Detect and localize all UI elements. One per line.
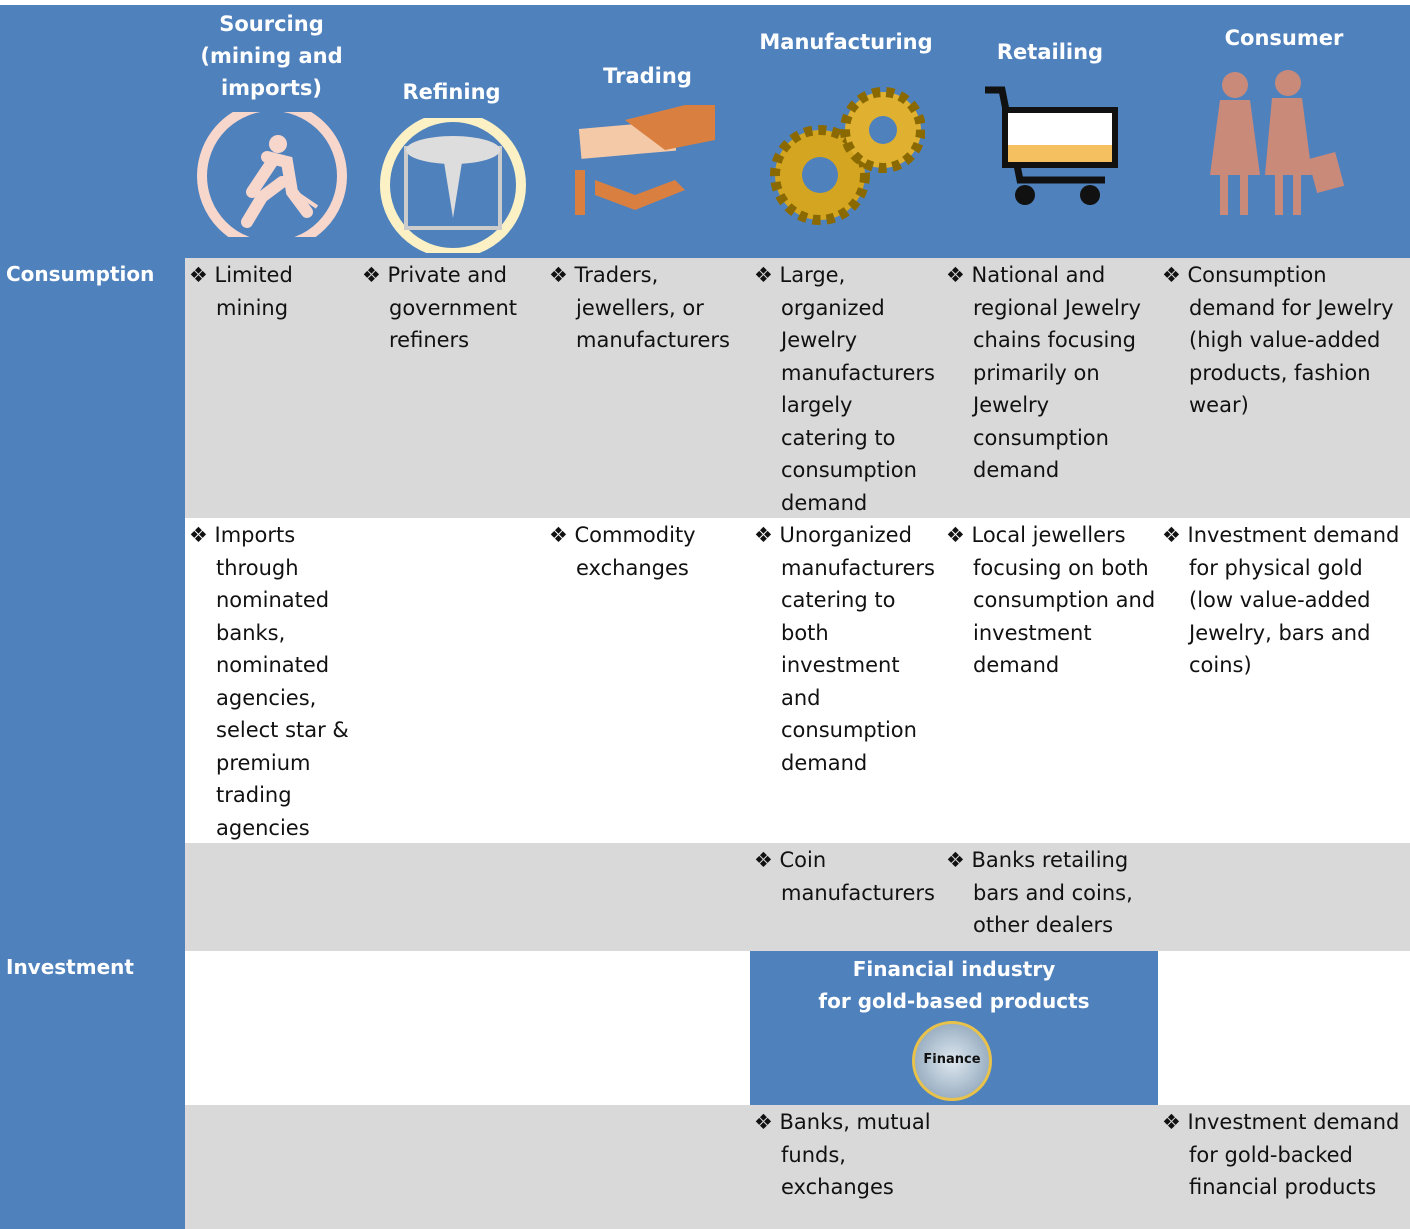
column-header: Sourcing (mining and imports) xyxy=(200,12,343,100)
row-label: Investment xyxy=(6,955,134,979)
table-cell: ❖ Limited mining xyxy=(189,263,293,320)
row-background xyxy=(185,258,1410,518)
table-cell: ❖ Commodity exchanges xyxy=(549,523,696,580)
consumer-icon xyxy=(1210,70,1345,215)
table-cell: ❖ Traders, jewellers, or manufacturers xyxy=(549,263,730,352)
trading-icon xyxy=(575,105,715,215)
table-cell: ❖ Local jewellers focusing on both consu… xyxy=(946,523,1156,677)
column-header: Consumer xyxy=(1224,26,1344,50)
table-cell: ❖ Banks retailing bars and coins, other … xyxy=(946,848,1133,937)
finance-icon-label: Finance xyxy=(923,1052,981,1067)
table-cell: ❖ National and regional Jewelry chains f… xyxy=(946,263,1141,482)
row-label-band xyxy=(0,5,185,1229)
cart-icon xyxy=(985,86,1118,205)
row-background xyxy=(185,518,1410,843)
row-background xyxy=(185,1105,1410,1229)
table-cell: ❖ Large, organized Jewelry manufacturers… xyxy=(754,263,935,515)
table-cell: ❖ Imports through nominated banks, nomin… xyxy=(189,523,349,840)
row-background xyxy=(185,843,1410,951)
refining-icon xyxy=(380,118,526,253)
table-cell: ❖ Coin manufacturers xyxy=(754,848,935,905)
table-cell: ❖ Consumption demand for Jewelry (high v… xyxy=(1162,263,1394,417)
table-cell: ❖ Investment demand for gold-backed fina… xyxy=(1162,1110,1400,1199)
financial-box: Financial industry for gold-based produc… xyxy=(750,951,1158,1105)
column-header: Retailing xyxy=(996,40,1104,64)
row-label: Consumption xyxy=(6,262,155,286)
table-cell: ❖ Investment demand for physical gold (l… xyxy=(1162,523,1400,677)
column-header: Manufacturing xyxy=(759,30,933,54)
table-cell: ❖ Private and government refiners xyxy=(362,263,518,352)
miner-icon xyxy=(197,112,347,237)
gears-icon xyxy=(770,87,925,225)
column-header: Refining xyxy=(402,80,501,104)
finance-icon: Finance xyxy=(912,1021,992,1101)
table-cell: ❖ Unorganized manufacturers catering to … xyxy=(754,523,935,775)
financial-box-title: Financial industry for gold-based produc… xyxy=(818,957,1090,1013)
table-cell: ❖ Banks, mutual funds, exchanges xyxy=(754,1110,931,1199)
column-header: Trading xyxy=(603,64,692,88)
